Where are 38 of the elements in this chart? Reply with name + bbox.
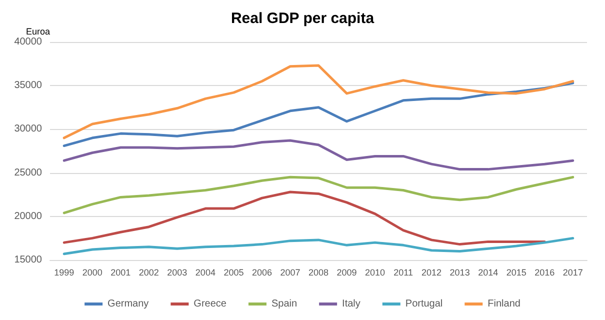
x-tick-label: 2004	[195, 268, 216, 278]
x-tick-label: 2011	[394, 268, 413, 278]
line-series	[62, 64, 574, 140]
y-tick-label: 25000	[14, 167, 42, 178]
x-tick-label: 2010	[365, 268, 386, 278]
line-series	[62, 236, 574, 256]
x-tick-label: 2015	[506, 268, 526, 278]
x-tick-label: 2014	[478, 268, 498, 278]
line-series	[62, 190, 546, 246]
legend-label: Portugal	[405, 298, 443, 310]
x-tick-label: 2005	[224, 268, 244, 278]
x-tick-label: 2001	[110, 268, 131, 278]
x-tick-label: 2002	[138, 268, 159, 278]
x-tick-label: 2009	[336, 268, 357, 278]
x-tick-label: 2012	[422, 268, 442, 278]
x-tick-label: 2003	[167, 268, 188, 278]
legend-label: Spain	[271, 298, 298, 310]
y-tick-label: 35000	[14, 80, 42, 92]
line-series	[62, 139, 574, 171]
y-tick-label: 15000	[14, 254, 42, 266]
y-tick-label: 20000	[14, 210, 42, 222]
x-tick-label: 2008	[308, 268, 329, 278]
x-tick-label: 2006	[252, 268, 272, 278]
y-tick-label: 30000	[14, 124, 42, 135]
x-tick-label: 2007	[280, 268, 300, 278]
y-tick-label: 40000	[14, 36, 42, 48]
line-series	[62, 176, 574, 214]
legend-label: Greece	[194, 298, 227, 310]
legend-label: Finland	[488, 298, 520, 310]
x-tick-label: 2017	[562, 268, 583, 278]
y-axis-title: Euroa	[26, 26, 50, 36]
x-tick-label: 2000	[82, 268, 102, 278]
chart-title: Real GDP per capita	[230, 10, 375, 27]
x-tick-label: 2016	[534, 268, 555, 278]
legend-label: Germany	[108, 298, 149, 310]
legend-label: Italy	[342, 298, 360, 310]
x-tick-label: 1999	[54, 268, 74, 278]
x-tick-label: 2013	[450, 268, 470, 278]
